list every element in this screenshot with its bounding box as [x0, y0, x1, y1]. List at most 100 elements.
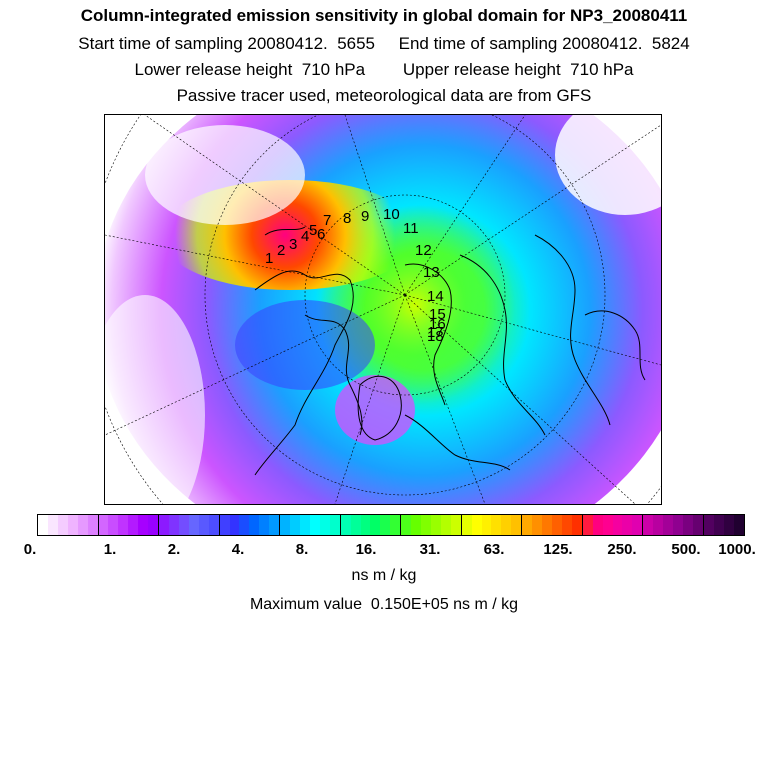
- track-point-label: 1: [265, 250, 273, 267]
- color-swatch: [642, 515, 654, 535]
- color-swatch: [97, 515, 109, 535]
- color-swatch: [421, 515, 431, 535]
- color-swatch: [168, 515, 179, 535]
- color-swatch: [501, 515, 512, 535]
- color-swatch: [653, 515, 664, 535]
- sampling-time-line: Start time of sampling 20080412. 5655 En…: [78, 34, 690, 53]
- color-swatch: [319, 515, 330, 535]
- track-point-label: 12: [415, 242, 432, 259]
- tick-label: 125.: [543, 541, 573, 558]
- color-swatch: [733, 515, 744, 535]
- track-point-label: 2: [277, 242, 285, 259]
- color-swatch: [229, 515, 240, 535]
- color-swatch: [673, 515, 683, 535]
- color-swatch: [218, 515, 230, 535]
- color-swatch: [87, 515, 98, 535]
- track-point-label: 5: [309, 222, 317, 239]
- color-swatch: [481, 515, 492, 535]
- color-swatch: [542, 515, 553, 535]
- tick-label: 31.: [419, 541, 441, 558]
- track-point-label: 10: [383, 206, 400, 223]
- tick-label: 1000.: [718, 541, 756, 558]
- color-swatch: [339, 515, 351, 535]
- color-swatch: [329, 515, 340, 535]
- color-swatch: [532, 515, 543, 535]
- color-swatch: [663, 515, 674, 535]
- track-point-label: 7: [323, 212, 331, 229]
- color-swatch: [290, 515, 300, 535]
- color-swatch: [683, 515, 693, 535]
- color-swatch: [309, 515, 320, 535]
- color-swatch: [370, 515, 381, 535]
- color-swatch: [400, 515, 412, 535]
- track-point-label: 13: [423, 264, 440, 281]
- color-swatch: [208, 515, 219, 535]
- color-swatch: [440, 515, 451, 535]
- track-point-label: 11: [403, 220, 419, 237]
- color-swatch: [713, 515, 724, 535]
- color-swatch: [511, 515, 522, 535]
- color-swatch: [581, 515, 593, 535]
- color-swatch: [198, 515, 209, 535]
- tick-label: 500.: [671, 541, 701, 558]
- color-swatch: [390, 515, 401, 535]
- tick-label: 1.: [103, 541, 117, 558]
- track-point-label: 6: [317, 226, 325, 243]
- release-height-line: Lower release height 710 hPa Upper relea…: [134, 60, 634, 79]
- color-swatch: [702, 515, 714, 535]
- tick-label: 8.: [295, 541, 309, 558]
- tick-label: 0.: [23, 541, 37, 558]
- color-swatch: [178, 515, 189, 535]
- color-swatch: [602, 515, 613, 535]
- track-point-label: 18: [427, 328, 444, 345]
- emission-sensitivity-map: 1 2 3 4 5 6 7 8 9 10 11 12 13 14 15 16 17 18: [104, 114, 662, 505]
- color-swatch: [57, 515, 68, 535]
- sensitivity-field: [105, 115, 661, 504]
- color-swatch: [521, 515, 533, 535]
- color-swatch: [552, 515, 562, 535]
- color-swatch: [411, 515, 422, 535]
- color-swatch: [571, 515, 582, 535]
- track-point-label: 16: [429, 316, 446, 333]
- maximum-value-text: Maximum value 0.150E+05 ns m / kg: [249, 596, 519, 613]
- color-swatch: [249, 515, 260, 535]
- color-swatch: [723, 515, 734, 535]
- color-swatch: [460, 515, 472, 535]
- color-swatch: [259, 515, 270, 535]
- color-swatch: [430, 515, 441, 535]
- color-swatch: [450, 515, 461, 535]
- color-swatch: [622, 515, 633, 535]
- color-swatch: [380, 515, 391, 535]
- color-swatch: [108, 515, 119, 535]
- color-swatch: [561, 515, 572, 535]
- graticule: [105, 115, 661, 504]
- color-swatch: [188, 515, 199, 535]
- color-swatch: [77, 515, 88, 535]
- color-swatch: [491, 515, 502, 535]
- color-swatch: [138, 515, 149, 535]
- track-point-label: 14: [427, 288, 444, 305]
- color-swatch: [47, 515, 58, 535]
- track-point-label: 17: [427, 324, 444, 341]
- color-swatch: [350, 515, 361, 535]
- tick-label: 2.: [167, 541, 181, 558]
- color-scale-unit: ns m / kg: [351, 567, 417, 584]
- track-point-label: 3: [289, 236, 297, 253]
- color-swatch: [148, 515, 159, 535]
- color-swatch: [360, 515, 371, 535]
- tick-label: 63.: [483, 541, 505, 558]
- tick-label: 250.: [607, 541, 637, 558]
- color-swatch: [118, 515, 129, 535]
- color-scale-tick-labels: 0. 1. 2. 4. 8. 16. 31. 63. 125. 250. 500. 1000.: [0, 541, 768, 561]
- color-swatch: [592, 515, 603, 535]
- track-point-label: 4: [301, 228, 309, 245]
- color-swatch: [269, 515, 280, 535]
- plot-title: Column-integrated emission sensitivity i…: [80, 6, 688, 25]
- track-point-label: 9: [361, 208, 369, 225]
- color-swatch: [128, 515, 139, 535]
- color-swatch: [632, 515, 643, 535]
- color-swatch: [471, 515, 482, 535]
- tracer-info-line: Passive tracer used, meteorological data…: [176, 86, 592, 105]
- color-swatch: [279, 515, 291, 535]
